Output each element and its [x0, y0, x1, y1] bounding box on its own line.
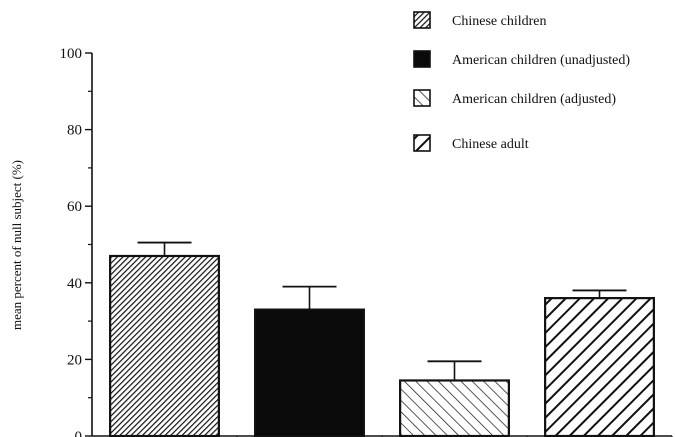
bar-2 — [254, 308, 365, 437]
y-tick-label: 20 — [67, 352, 82, 368]
legend-swatch-2 — [413, 50, 431, 68]
legend-label-3: American children (adjusted) — [452, 92, 616, 107]
legend-label-2: American children (unadjusted) — [452, 53, 630, 68]
y-tick-label: 80 — [67, 123, 82, 139]
legend-swatch-3 — [413, 89, 431, 107]
y-tick-label: 0 — [75, 429, 83, 437]
legend-label-1: Chinese children — [452, 14, 546, 29]
legend-label-4: Chinese adult — [452, 137, 529, 152]
y-tick-label: 100 — [60, 46, 83, 62]
legend: Chinese children American children (unadj… — [413, 11, 630, 152]
bar-4 — [544, 297, 655, 437]
legend-swatch-4 — [413, 134, 431, 152]
y-axis-title: mean percent of null subject (%) — [9, 160, 24, 330]
y-tick-label: 40 — [67, 276, 82, 292]
bar-1 — [109, 254, 220, 437]
legend-swatch-1 — [413, 11, 431, 29]
bars — [109, 241, 673, 437]
y-tick-label: 60 — [67, 199, 82, 215]
bar-3 — [399, 379, 510, 437]
y-axis-ticks: 0 20 40 60 80 100 — [60, 46, 92, 437]
